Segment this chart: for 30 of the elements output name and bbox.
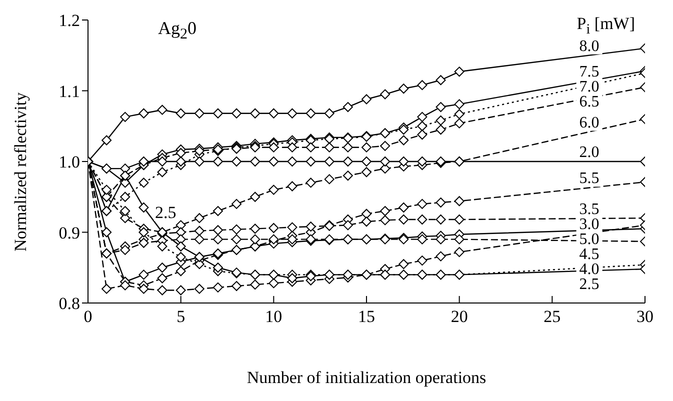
series-label: 3.0	[579, 216, 600, 234]
y-tick-label: 1.0	[58, 152, 80, 172]
x-tick-label: 20	[450, 307, 468, 326]
x-tick-label: 25	[544, 307, 561, 326]
series-label: 8.0	[579, 38, 600, 55]
series-label: 7.5	[579, 63, 600, 80]
x-tick-label: 5	[176, 307, 186, 326]
y-tick-label: 0.8	[58, 294, 80, 314]
series-label: 7.0	[579, 78, 600, 96]
series-label: 6.5	[579, 93, 600, 110]
series-label: 5.0	[579, 231, 600, 248]
series-label: 5.5	[579, 170, 600, 188]
legend-title: P$_{i}$ [mW]	[576, 14, 635, 38]
chart-title: Ag$_{2}$0	[158, 18, 196, 44]
x-axis-title: Number of initialization operations	[246, 368, 486, 387]
x-tick-label: 15	[358, 307, 375, 326]
y-tick-label: 0.9	[58, 223, 80, 242]
y-tick-label: 1.1	[58, 82, 80, 101]
series-label: 4.5	[579, 246, 600, 264]
series-label: 2.5	[154, 203, 178, 222]
annotation: 2.5	[579, 276, 600, 294]
series-label: 4.0	[579, 261, 600, 278]
x-tick-label: 0	[84, 307, 92, 326]
x-tick-label: 10	[265, 307, 282, 326]
y-axis-title: Normalized reflectivity	[11, 92, 30, 252]
x-tick-label: 30	[636, 307, 654, 326]
series-label: 6.0	[579, 114, 600, 132]
series-label: 3.5	[579, 201, 600, 218]
y-tick-label: 1.2	[58, 11, 80, 30]
series-label: 2.0	[579, 144, 600, 161]
